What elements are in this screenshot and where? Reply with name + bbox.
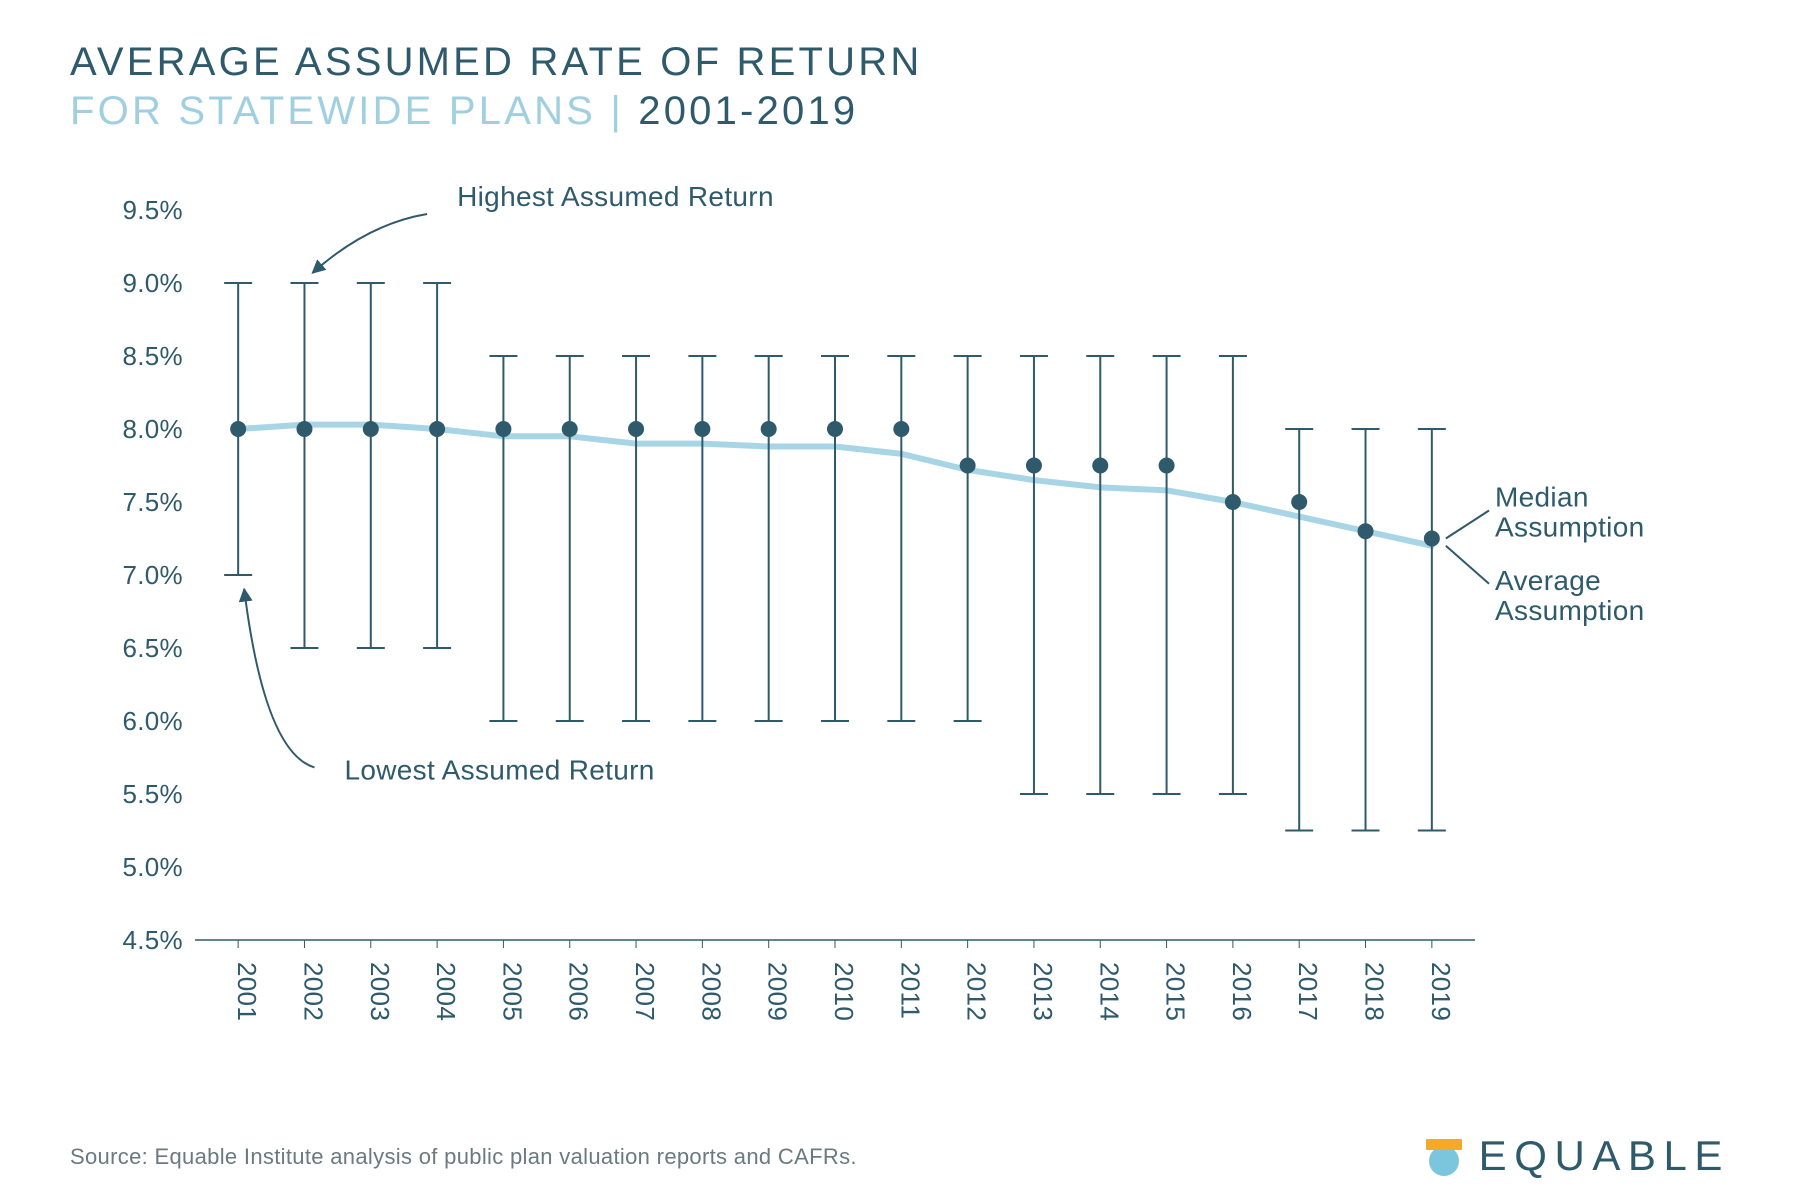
y-tick-label: 6.0% [122, 706, 183, 736]
range-bar [755, 356, 783, 721]
range-bar [1418, 429, 1446, 831]
subtitle-years: 2001-2019 [638, 89, 858, 133]
y-tick-label: 7.5% [122, 487, 183, 517]
median-dot [827, 421, 843, 437]
equable-logo-text: EQUABLE [1479, 1132, 1730, 1180]
annotation-lowest-label: Lowest Assumed Return [344, 754, 654, 785]
range-bar [357, 283, 385, 648]
x-tick-label: 2010 [829, 962, 859, 1021]
range-bar [1219, 356, 1247, 794]
range-bar [1086, 356, 1114, 794]
median-dot [429, 421, 445, 437]
y-tick-label: 9.5% [122, 195, 183, 225]
x-tick-label: 2009 [763, 962, 793, 1021]
range-bar [821, 356, 849, 721]
x-tick-label: 2018 [1360, 962, 1390, 1021]
median-dot [893, 421, 909, 437]
x-tick-label: 2014 [1094, 962, 1124, 1021]
median-dot [495, 421, 511, 437]
y-tick-label: 4.5% [122, 925, 183, 955]
annotation-highest-label: Highest Assumed Return [457, 181, 774, 212]
median-dot [363, 421, 379, 437]
median-dot [1159, 458, 1175, 474]
annotation-highest-arrow [312, 214, 427, 273]
y-tick-label: 5.5% [122, 779, 183, 809]
median-dot [1358, 523, 1374, 539]
x-tick-label: 2017 [1293, 962, 1323, 1021]
annotation-average-label: AverageAssumption [1495, 565, 1645, 626]
y-tick-label: 5.0% [122, 852, 183, 882]
median-dot [296, 421, 312, 437]
range-bar [1285, 429, 1313, 831]
x-tick-label: 2008 [696, 962, 726, 1021]
range-bar [688, 356, 716, 721]
range-bar [954, 356, 982, 721]
subtitle-plans: FOR STATEWIDE PLANS [70, 89, 596, 133]
y-tick-label: 8.0% [122, 414, 183, 444]
median-dot [1225, 494, 1241, 510]
x-tick-label: 2012 [962, 962, 992, 1021]
median-dot [628, 421, 644, 437]
range-bar [887, 356, 915, 721]
x-tick-label: 2019 [1426, 962, 1456, 1021]
x-tick-label: 2006 [564, 962, 594, 1021]
median-dot [562, 421, 578, 437]
y-tick-label: 8.5% [122, 341, 183, 371]
x-tick-label: 2003 [365, 962, 395, 1021]
x-tick-label: 2002 [298, 962, 328, 1021]
x-tick-label: 2016 [1227, 962, 1257, 1021]
subtitle-separator: | [596, 89, 638, 133]
rate-of-return-chart: 4.5% 5.0% 5.5% 6.0% 6.5% 7.0% 7.5% 8.0% 8.5% 9.0%… [70, 170, 1730, 1090]
chart-container: 4.5% 5.0% 5.5% 6.0% 6.5% 7.0% 7.5% 8.0% 8.5% 9.0%… [70, 170, 1730, 1090]
median-dot [1026, 458, 1042, 474]
y-tick-label: 6.5% [122, 633, 183, 663]
title-line-1: AVERAGE ASSUMED RATE OF RETURN [70, 40, 1730, 85]
title-line-2: FOR STATEWIDE PLANS | 2001-2019 [70, 89, 1730, 134]
median-dot [694, 421, 710, 437]
median-dot [761, 421, 777, 437]
x-tick-label: 2015 [1161, 962, 1191, 1021]
range-bar [290, 283, 318, 648]
annotation-median-label: MedianAssumption [1495, 482, 1645, 543]
median-dot [1291, 494, 1307, 510]
range-bar [1352, 429, 1380, 831]
x-tick-label: 2004 [431, 962, 461, 1021]
range-bar [1153, 356, 1181, 794]
y-tick-label: 7.0% [122, 560, 183, 590]
x-tick-label: 2005 [497, 962, 527, 1021]
equable-logo: EQUABLE [1421, 1132, 1730, 1180]
range-bar [423, 283, 451, 648]
source-citation: Source: Equable Institute analysis of pu… [70, 1144, 857, 1170]
x-tick-label: 2001 [232, 962, 262, 1021]
range-bar [1020, 356, 1048, 794]
median-dot [960, 458, 976, 474]
range-bar [556, 356, 584, 721]
range-bar [489, 356, 517, 721]
x-tick-label: 2013 [1028, 962, 1058, 1021]
x-tick-label: 2011 [895, 962, 925, 1019]
median-dot [1424, 531, 1440, 547]
x-tick-label: 2007 [630, 962, 660, 1021]
median-dot [1092, 458, 1108, 474]
y-tick-label: 9.0% [122, 268, 183, 298]
equable-logo-icon [1421, 1133, 1467, 1179]
median-dot [230, 421, 246, 437]
range-bar [622, 356, 650, 721]
